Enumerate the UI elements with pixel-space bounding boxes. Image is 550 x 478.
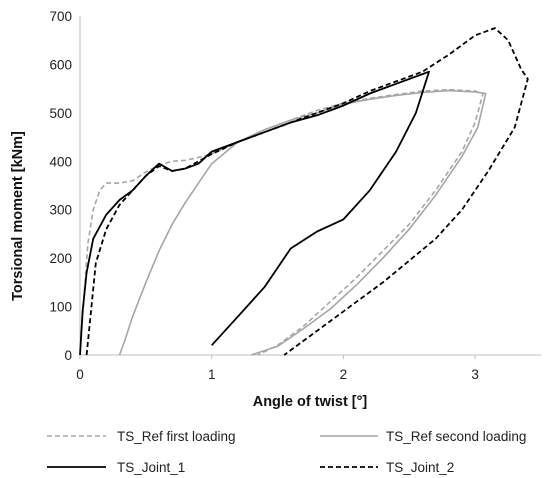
legend-item-ts-ref-first: TS_Ref first loading (47, 429, 236, 444)
y-tick-labels: 0 100 200 300 400 500 600 700 (49, 9, 72, 363)
x-tick-label: 1 (208, 367, 216, 382)
x-tick-label: 3 (471, 367, 479, 382)
series-line-3 (79, 70, 430, 356)
legend-label-ts-ref-first: TS_Ref first loading (117, 429, 236, 444)
y-tick-label: 200 (49, 251, 72, 266)
x-axis-title: Angle of twist [°] (253, 394, 368, 410)
series-line-4 (85, 27, 529, 356)
y-tick-label: 300 (49, 203, 72, 218)
y-tick-label: 100 (49, 300, 72, 315)
legend-item-ts-joint-1: TS_Joint_1 (47, 460, 185, 475)
y-tick-label: 500 (49, 106, 72, 121)
x-tick-labels: 0 1 2 3 (76, 355, 479, 382)
series-line-2 (118, 89, 487, 356)
y-tick-label: 700 (49, 9, 72, 24)
legend-label-ts-joint-2: TS_Joint_2 (386, 460, 454, 475)
x-tick-label: 0 (76, 367, 84, 382)
legend-item-ts-ref-second: TS_Ref second loading (320, 429, 526, 444)
y-tick-label: 400 (49, 154, 72, 169)
plot-area (79, 16, 541, 356)
series-line-1 (79, 88, 484, 356)
legend-label-ts-joint-1: TS_Joint_1 (117, 460, 185, 475)
y-tick-label: 0 (64, 348, 72, 363)
legend-item-ts-joint-2: TS_Joint_2 (320, 460, 454, 475)
legend: TS_Ref first loading TS_Ref second loadi… (47, 429, 526, 475)
legend-label-ts-ref-second: TS_Ref second loading (386, 429, 526, 444)
x-tick-label: 2 (340, 367, 348, 382)
y-axis-title: Torsional moment [kNm] (10, 131, 26, 301)
y-tick-label: 600 (49, 57, 72, 72)
